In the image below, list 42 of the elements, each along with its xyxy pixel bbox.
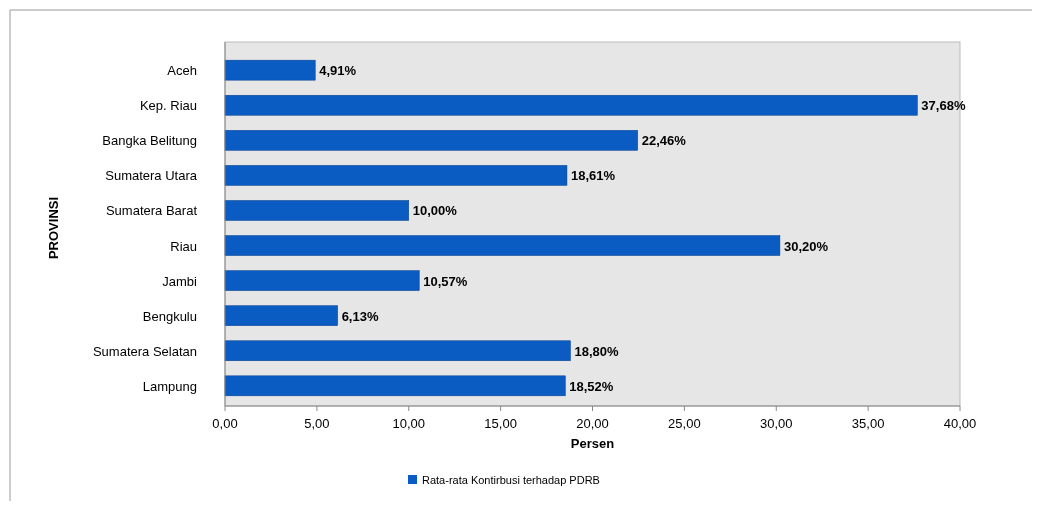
bar [224,235,781,256]
y-tick-label: Jambi [162,273,198,289]
y-tick-label: Sumatera Barat [105,203,198,219]
x-tick-label: 25,00 [668,416,701,431]
y-tick-label: Lampung [142,378,197,394]
legend-label: Rata-rata Kontirbusi terhadap PDRB [422,474,600,486]
x-tick-label: 40,00 [943,416,977,431]
y-tick-label: Bengkulu [142,308,197,324]
data-label: 18,61% [570,168,616,184]
data-label: 6,13% [341,308,379,324]
data-label: 10,00% [412,203,458,219]
bar [224,270,420,291]
data-label: 37,68% [921,98,966,114]
x-axis-title: Persen [570,436,615,451]
y-axis-title: PROVINSI [46,196,61,260]
bar [224,375,566,397]
y-tick-label: Aceh [167,63,197,79]
x-tick-label: 30,00 [759,416,793,431]
bar [224,130,638,151]
bar [224,94,918,116]
x-tick-label: 20,00 [576,416,609,431]
data-label: 4,91% [319,63,357,79]
y-tick-label: Bangka Belitung [102,133,197,149]
bar [224,305,338,326]
x-tick-label: 0,00 [212,416,238,431]
data-label: 22,46% [641,133,687,149]
x-tick-label: 5,00 [304,416,330,431]
bar [224,200,409,221]
bar [224,165,568,186]
y-tick-label: Sumatera Utara [105,168,198,184]
data-label: 10,57% [423,273,468,289]
data-label: 18,52% [569,378,614,394]
y-tick-label: Riau [170,238,197,254]
x-tick-label: 15,00 [484,416,517,431]
x-tick-label: 35,00 [851,416,885,431]
y-tick-label: Kep. Riau [139,98,197,114]
bar [224,59,316,81]
data-label: 30,20% [783,238,829,254]
bar [224,340,571,362]
y-tick-label: Sumatera Selatan [92,343,197,359]
x-tick-label: 10,00 [392,416,426,431]
data-label: 18,80% [574,343,619,359]
